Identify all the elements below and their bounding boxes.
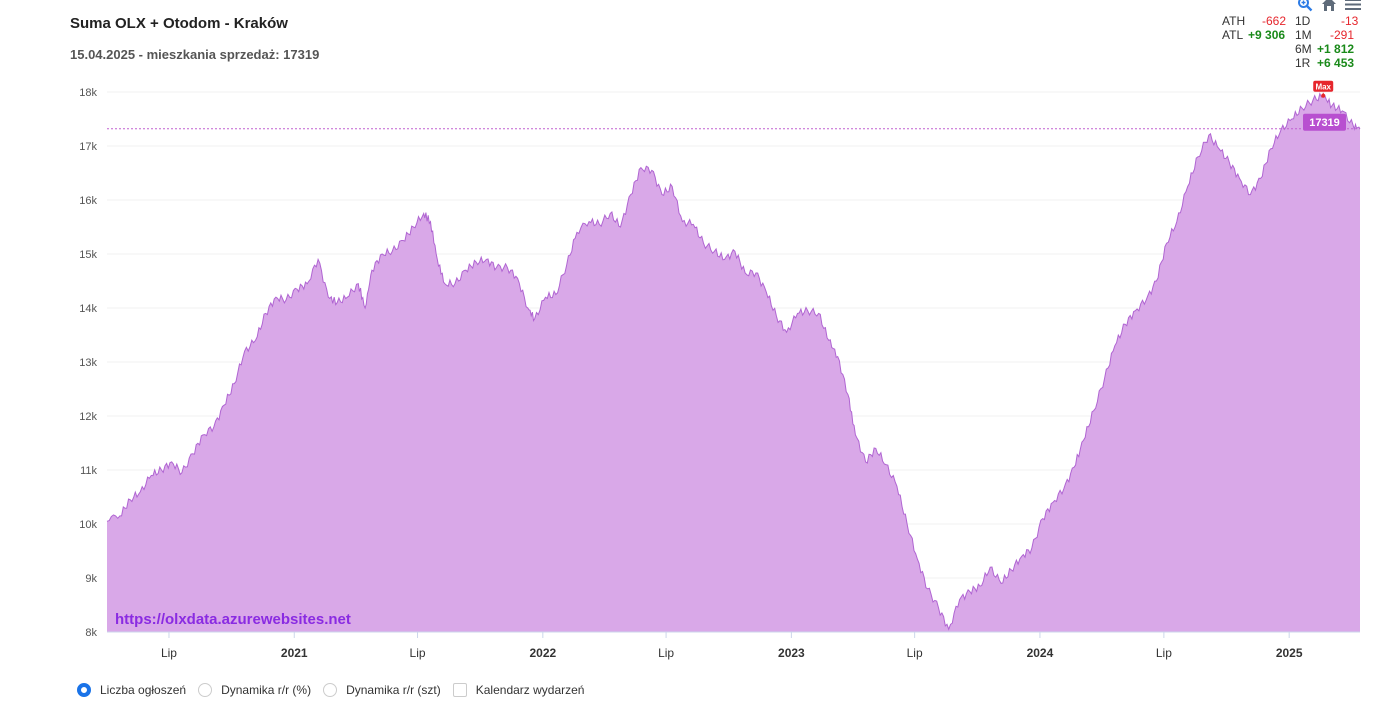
- d1-label: 1D: [1295, 14, 1311, 28]
- radio-dynamics-pct[interactable]: [198, 683, 213, 697]
- legend-item-calendar[interactable]: Kalendarz wydarzeń: [452, 683, 585, 697]
- atl-value: +9 306: [1248, 28, 1286, 42]
- m6-value: +1 812: [1317, 42, 1355, 56]
- y-tick-label: 12k: [79, 411, 97, 423]
- d1-value: -13: [1341, 14, 1359, 28]
- legend-item-dynamics-pct[interactable]: Dynamika r/r (%): [198, 683, 311, 697]
- y-tick-label: 13k: [79, 357, 97, 369]
- home-icon[interactable]: [1321, 0, 1337, 12]
- y-tick-label: 14k: [79, 303, 97, 315]
- ath-label: ATH: [1222, 14, 1246, 28]
- legend-item-dynamics-abs[interactable]: Dynamika r/r (szt): [323, 683, 441, 697]
- chart-title: Suma OLX + Otodom - Kraków: [70, 15, 288, 32]
- radio-dynamics-abs[interactable]: [323, 683, 338, 697]
- y-tick-label: 9k: [85, 573, 97, 585]
- x-tick-label: Lip: [410, 646, 426, 660]
- ath-value: -662: [1262, 14, 1287, 28]
- chart-toolbar: [1297, 0, 1361, 12]
- x-tick-label: 2022: [529, 646, 556, 660]
- series-area: [107, 93, 1360, 632]
- legend-label-count: Liczba ogłoszeń: [100, 683, 187, 697]
- x-tick-label: Lip: [658, 646, 674, 660]
- y-tick-label: 16k: [79, 195, 97, 207]
- x-tick-label: 2023: [778, 646, 805, 660]
- legend-label-dynamics-pct: Dynamika r/r (%): [221, 683, 312, 697]
- max-label: Max: [1315, 82, 1331, 91]
- max-marker-dot: [1321, 93, 1326, 98]
- legend-item-count[interactable]: Liczba ogłoszeń: [77, 683, 186, 697]
- y-tick-label: 10k: [79, 519, 97, 531]
- y1-label: 1R: [1295, 56, 1311, 70]
- x-tick-label: Lip: [161, 646, 177, 660]
- checkbox-calendar[interactable]: [452, 683, 467, 697]
- y1-value: +6 453: [1317, 56, 1355, 70]
- radio-count[interactable]: [77, 683, 91, 697]
- y-tick-label: 8k: [85, 627, 97, 639]
- current-value-label: 17319: [1309, 117, 1340, 129]
- legend: Liczba ogłoszeń Dynamika r/r (%) Dynamik…: [77, 683, 596, 697]
- atl-label: ATL: [1222, 28, 1244, 42]
- current-value-badge: [1303, 113, 1346, 131]
- x-tick-label: 2025: [1276, 646, 1303, 660]
- legend-label-dynamics-abs: Dynamika r/r (szt): [346, 683, 441, 697]
- x-tick-label: 2021: [281, 646, 308, 660]
- m1-value: -291: [1330, 28, 1355, 42]
- chart-subtitle: 15.04.2025 - mieszkania sprzedaż: 17319: [70, 47, 320, 62]
- y-tick-label: 15k: [79, 249, 97, 261]
- m1-label: 1M: [1295, 28, 1312, 42]
- x-tick-label: Lip: [1156, 646, 1172, 660]
- x-tick-label: Lip: [907, 646, 923, 660]
- x-tick-label: 2024: [1027, 646, 1054, 660]
- y-tick-label: 18k: [79, 87, 97, 99]
- watermark-text: https://olxdata.azurewebsites.net: [115, 611, 351, 628]
- max-badge: [1313, 80, 1334, 92]
- area-chart: 8k 9k 10k 11k 12k 13k 14k 15k 16k 17k 18k Lip 2021 Li…: [79, 80, 1361, 660]
- y-tick-label: 11k: [80, 465, 97, 477]
- legend-label-calendar: Kalendarz wydarzeń: [475, 683, 585, 697]
- y-tick-label: 17k: [79, 141, 97, 153]
- series-line: [106, 92, 1361, 631]
- m6-label: 6M: [1295, 42, 1312, 56]
- zoom-icon[interactable]: [1297, 0, 1313, 12]
- menu-icon[interactable]: [1345, 0, 1361, 12]
